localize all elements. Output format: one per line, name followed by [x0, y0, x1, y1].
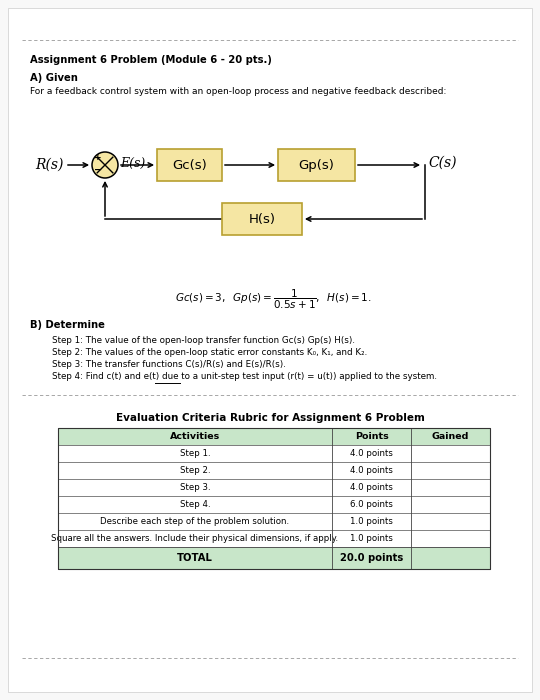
Text: −: −: [94, 165, 102, 175]
Text: Points: Points: [355, 432, 388, 441]
Circle shape: [92, 152, 118, 178]
Text: 1.0 points: 1.0 points: [350, 534, 393, 543]
Text: 4.0 points: 4.0 points: [350, 466, 393, 475]
Text: Step 3: The transfer functions C(s)/R(s) and E(s)/R(s).: Step 3: The transfer functions C(s)/R(s)…: [52, 360, 286, 369]
Text: 4.0 points: 4.0 points: [350, 449, 393, 458]
Text: E(s): E(s): [120, 157, 145, 169]
Text: Describe each step of the problem solution.: Describe each step of the problem soluti…: [100, 517, 289, 526]
Text: C(s): C(s): [428, 156, 456, 170]
Text: 6.0 points: 6.0 points: [350, 500, 393, 509]
Text: Assignment 6 Problem (Module 6 - 20 pts.): Assignment 6 Problem (Module 6 - 20 pts.…: [30, 55, 272, 65]
Text: $Gc(s) = 3, \;\; Gp(s) = \dfrac{1}{0.5s + 1}, \;\; H(s) = 1.$: $Gc(s) = 3, \;\; Gp(s) = \dfrac{1}{0.5s …: [175, 288, 372, 312]
Text: B) Determine: B) Determine: [30, 320, 105, 330]
Bar: [58, 445, 490, 462]
Text: 1.0 points: 1.0 points: [350, 517, 393, 526]
Text: Gp(s): Gp(s): [299, 158, 334, 172]
Bar: [58, 428, 490, 569]
Text: Gc(s): Gc(s): [172, 158, 207, 172]
Text: Step 4.: Step 4.: [180, 500, 210, 509]
Text: +: +: [94, 153, 102, 162]
Text: R(s): R(s): [35, 158, 63, 172]
Text: Step 1: The value of the open-loop transfer function Gc(s) Gp(s) H(s).: Step 1: The value of the open-loop trans…: [52, 336, 355, 345]
Bar: [278, 149, 355, 181]
Bar: [58, 462, 490, 479]
Text: Evaluation Criteria Rubric for Assignment 6 Problem: Evaluation Criteria Rubric for Assignmen…: [116, 413, 424, 423]
Bar: [58, 547, 490, 569]
Text: H(s): H(s): [248, 213, 275, 225]
Bar: [58, 428, 490, 445]
Text: Gained: Gained: [432, 432, 469, 441]
Text: A) Given: A) Given: [30, 73, 78, 83]
Text: 20.0 points: 20.0 points: [340, 553, 403, 563]
Bar: [58, 530, 490, 547]
Bar: [58, 479, 490, 496]
Text: Step 3.: Step 3.: [180, 483, 210, 492]
Text: Step 2.: Step 2.: [180, 466, 210, 475]
Text: TOTAL: TOTAL: [177, 553, 213, 563]
Bar: [58, 513, 490, 530]
Text: Step 2: The values of the open-loop static error constants K₀, K₁, and K₂.: Step 2: The values of the open-loop stat…: [52, 348, 367, 357]
Text: Step 4: Find c(t) and e(t) due to a unit-step test input (r(t) = u(t)) applied t: Step 4: Find c(t) and e(t) due to a unit…: [52, 372, 437, 381]
Text: Square all the answers. Include their physical dimensions, if apply.: Square all the answers. Include their ph…: [51, 534, 339, 543]
Bar: [222, 203, 302, 235]
Bar: [157, 149, 222, 181]
Text: For a feedback control system with an open-loop process and negative feedback de: For a feedback control system with an op…: [30, 87, 447, 96]
Text: Activities: Activities: [170, 432, 220, 441]
Text: 4.0 points: 4.0 points: [350, 483, 393, 492]
Bar: [58, 496, 490, 513]
Text: Step 1.: Step 1.: [180, 449, 210, 458]
